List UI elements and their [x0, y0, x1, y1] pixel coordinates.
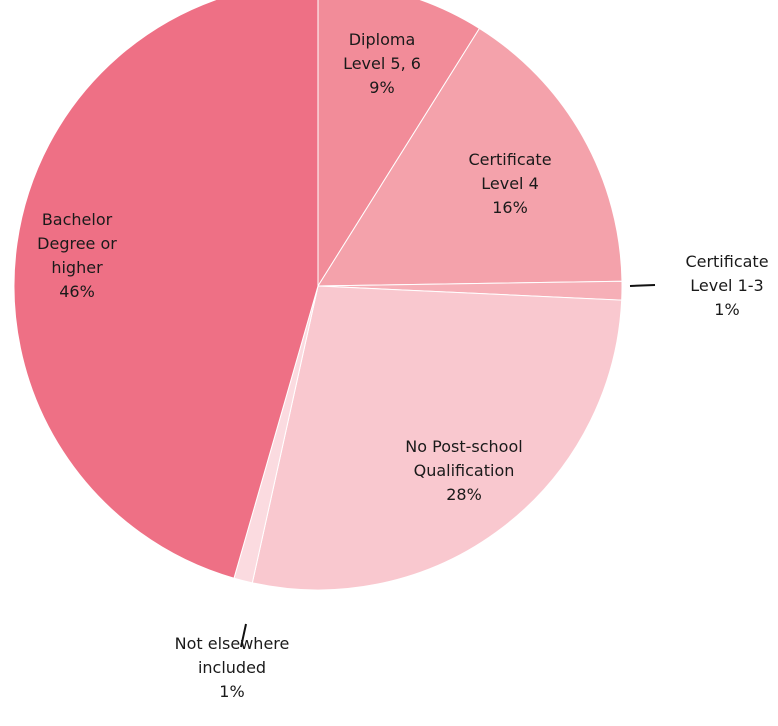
slice-label-0: Diploma Level 5, 6 9% — [343, 30, 421, 97]
pie-slice-5 — [13, 0, 319, 579]
slice-label-line: Certificate — [468, 150, 551, 169]
leader-lines — [240, 284, 656, 648]
slice-label-2: Certificate Level 1-3 1% — [685, 252, 768, 319]
slice-label-line: 1% — [714, 300, 739, 319]
slice-label-line: Certificate — [685, 252, 768, 271]
slice-label-line: 28% — [446, 485, 482, 504]
leader-line-2 — [629, 284, 656, 287]
slice-label-line: Degree or — [37, 234, 117, 253]
pie-slices — [13, 0, 623, 591]
slice-label-5: Bachelor Degree or higher 46% — [37, 210, 117, 301]
slice-label-line: 9% — [369, 78, 394, 97]
slice-label-line: Not elsewhere — [175, 634, 290, 653]
pie-slice-1 — [317, 27, 623, 287]
leader-line-4 — [240, 623, 247, 648]
slice-label-line: 1% — [219, 682, 244, 701]
pie-slice-3 — [251, 285, 623, 591]
slice-label-1: Certificate Level 4 16% — [468, 150, 551, 217]
slice-label-line: 46% — [59, 282, 95, 301]
slice-label-line: Level 4 — [481, 174, 539, 193]
slice-label-line: Bachelor — [42, 210, 113, 229]
slice-label-line: Diploma — [349, 30, 416, 49]
slice-label-line: Level 1-3 — [690, 276, 763, 295]
slice-label-line: included — [198, 658, 266, 677]
slice-label-line: Qualification — [414, 461, 515, 480]
slice-label-line: Level 5, 6 — [343, 54, 421, 73]
slice-label-line: 16% — [492, 198, 528, 217]
slice-label-line: No Post-school — [405, 437, 522, 456]
slice-labels: Diploma Level 5, 6 9% Certificate Level 4 16%… — [37, 30, 768, 701]
slice-label-4: Not elsewhere included 1% — [175, 634, 290, 701]
slice-label-3: No Post-school Qualification 28% — [405, 437, 522, 504]
pie-slice-0 — [317, 0, 481, 288]
slice-label-line: higher — [51, 258, 103, 277]
